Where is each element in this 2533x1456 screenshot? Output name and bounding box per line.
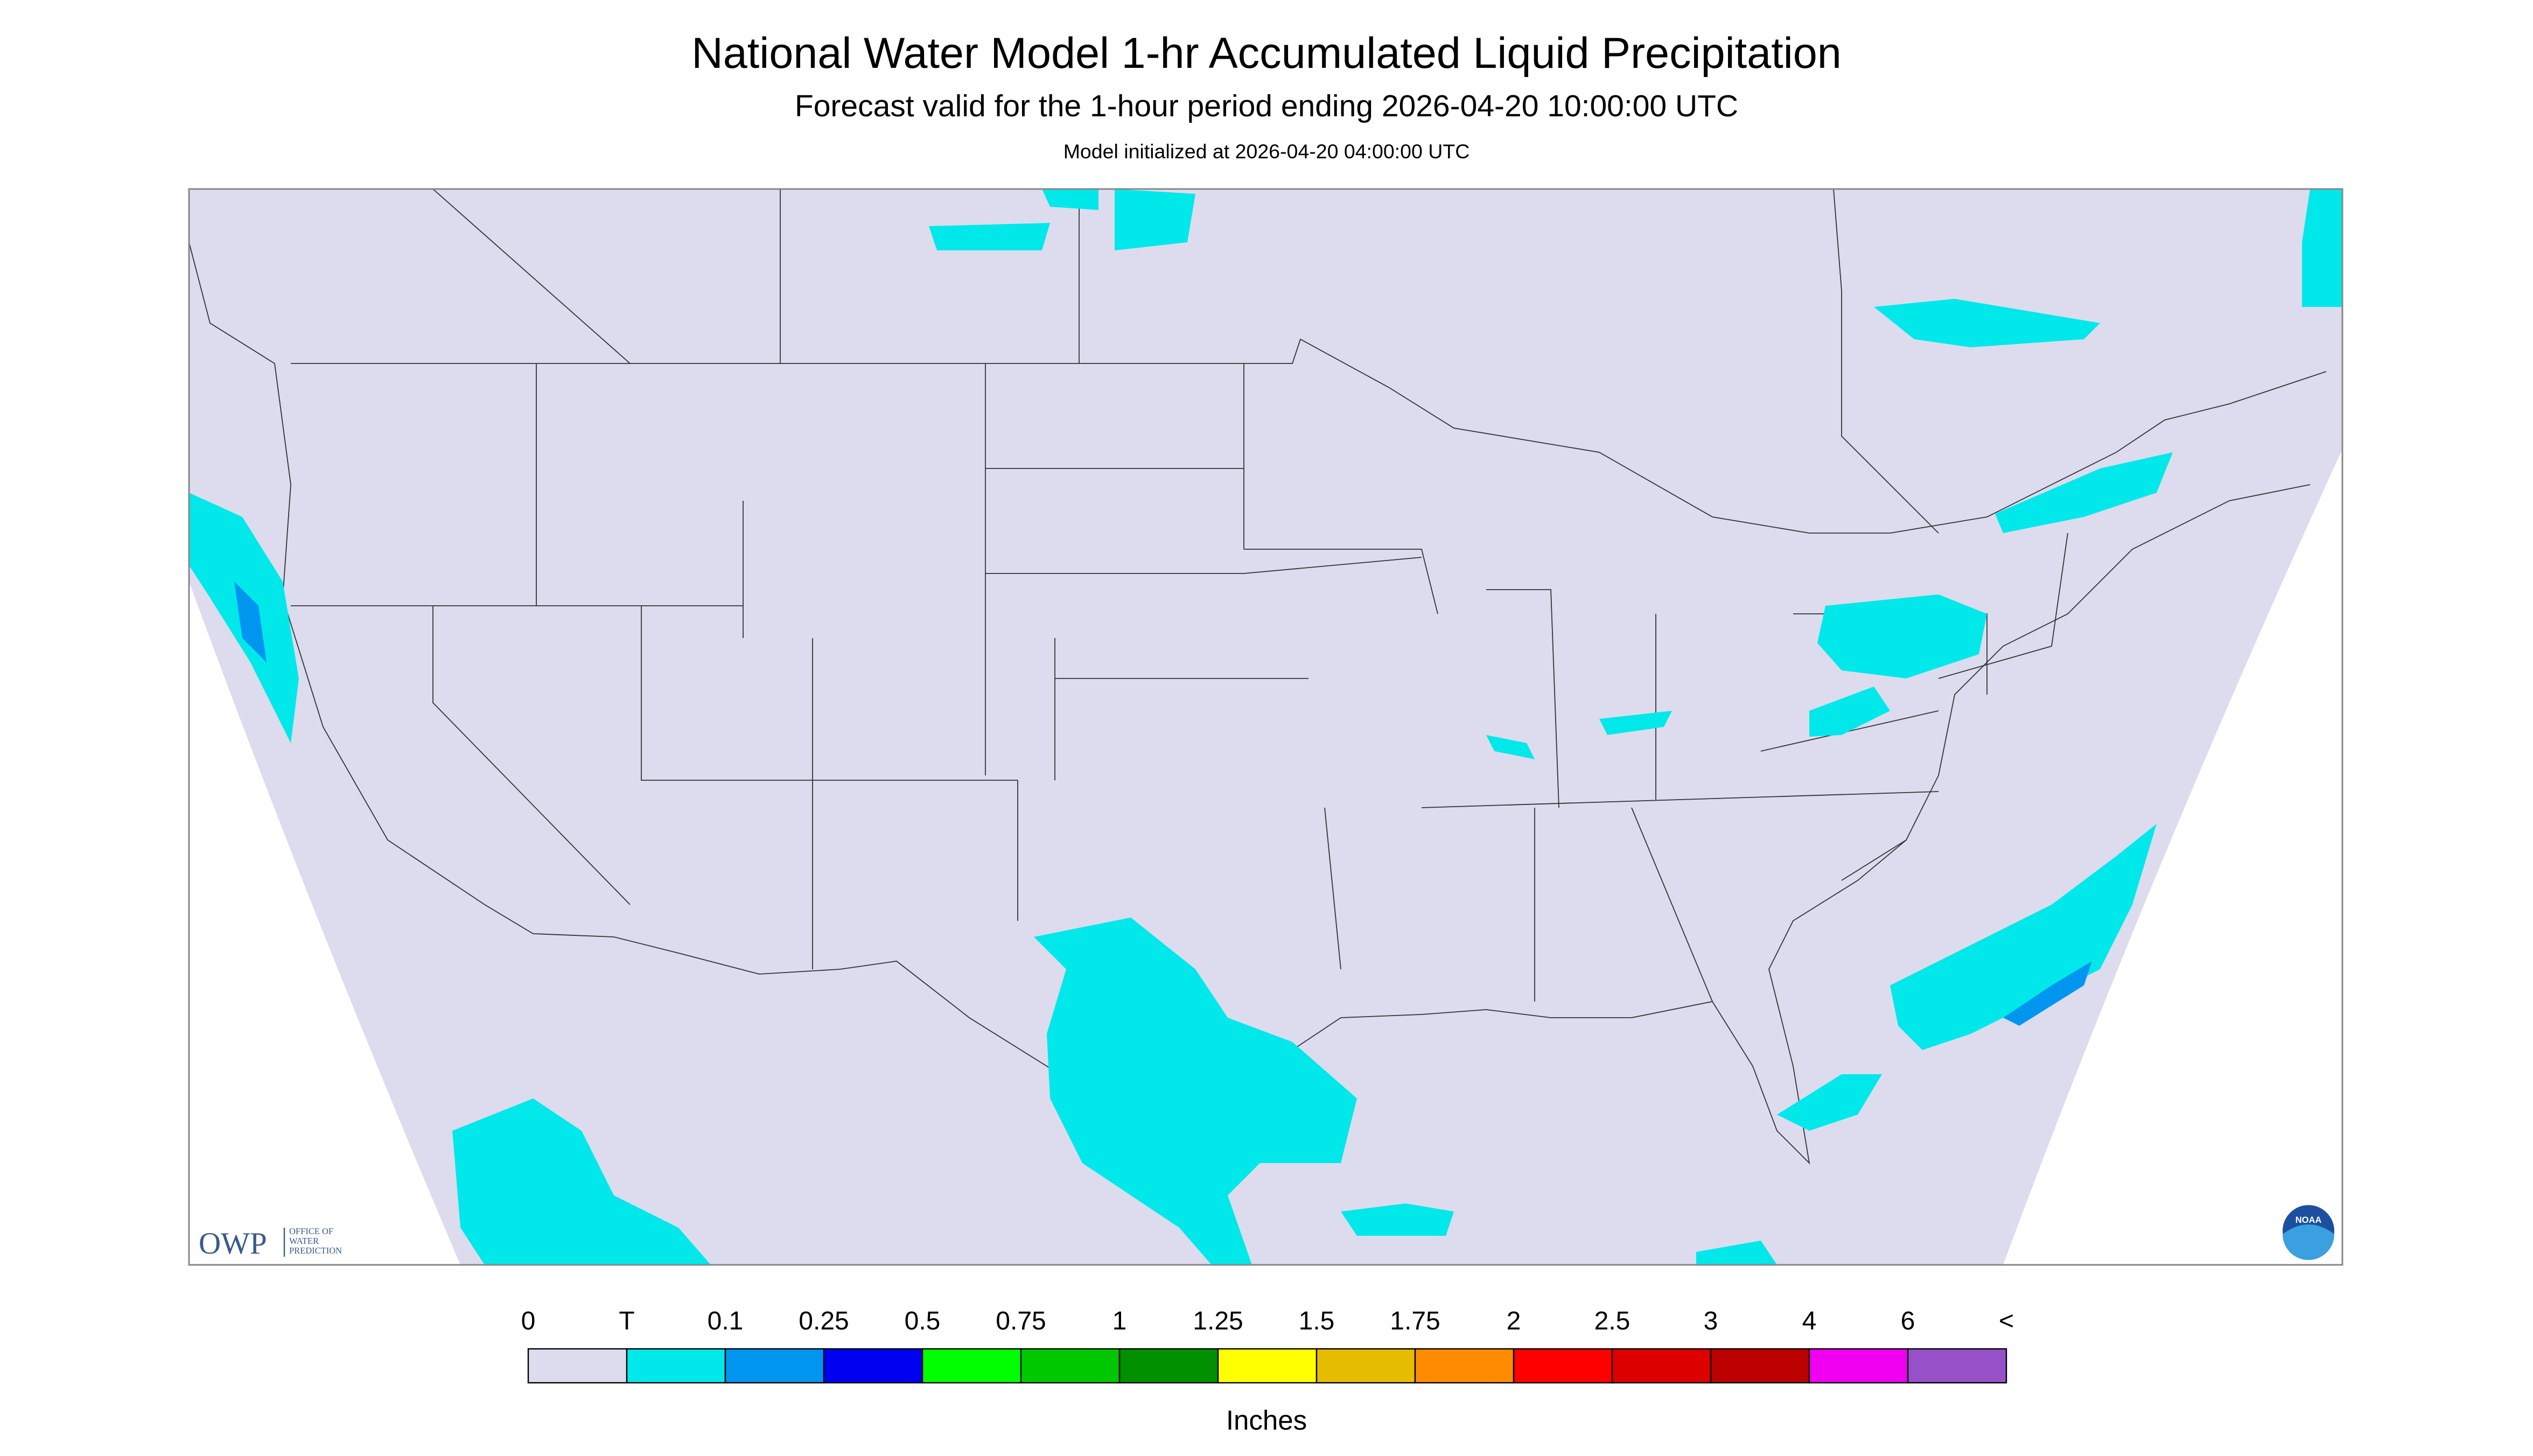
legend-swatch (626, 1348, 726, 1384)
subtitle: Forecast valid for the 1-hour period end… (795, 89, 1738, 123)
legend-label: 0.5 (905, 1307, 941, 1335)
legend-swatch (1907, 1348, 2007, 1384)
noaa-logo-text: NOAA (2296, 1215, 2322, 1225)
owp-logo-sub: WATER (289, 1236, 319, 1246)
legend-swatch (527, 1348, 628, 1384)
legend-label: 1 (1112, 1307, 1127, 1335)
legend-swatch (1414, 1348, 1515, 1384)
legend-units: Inches (1226, 1405, 1307, 1436)
precipitation (189, 189, 2342, 1265)
legend-label: 0.1 (708, 1307, 744, 1335)
legend-label: T (619, 1307, 634, 1335)
legend-swatch (1118, 1348, 1219, 1384)
legend-swatch (921, 1348, 1022, 1384)
model-domain (189, 189, 2342, 1265)
legend-label: 1.75 (1390, 1307, 1440, 1335)
legend-swatch (823, 1348, 923, 1384)
legend-label: 3 (1704, 1307, 1718, 1335)
legend-label: 2 (1507, 1307, 1521, 1335)
legend-label: 1.5 (1299, 1307, 1335, 1335)
owp-logo-sub: PREDICTION (289, 1245, 342, 1256)
boundaries (188, 188, 2327, 1165)
legend-swatch (1316, 1348, 1416, 1384)
legend-swatch (1020, 1348, 1121, 1384)
owp-logo-sub: OFFICE OF (289, 1226, 333, 1236)
legend-label: 2.5 (1594, 1307, 1631, 1335)
legend-swatch (1611, 1348, 1712, 1384)
legend-label: 6 (1901, 1307, 1915, 1335)
map: OWP OFFICE OF WATER PREDICTION NOAA (188, 188, 2343, 1266)
owp-logo-text: OWP (199, 1227, 267, 1261)
legend-label: 1.25 (1193, 1307, 1243, 1335)
init-time: Model initialized at 2026-04-20 04:00:00… (1063, 140, 1470, 163)
legend-label: 0.25 (799, 1307, 849, 1335)
title: National Water Model 1-hr Accumulated Li… (691, 29, 1842, 78)
legend-swatch (724, 1348, 825, 1384)
legend-label: < (1999, 1307, 2014, 1335)
legend: Inches 0 T 0.1 0.25 0.5 0.75 1 1.25 1.5 1.75 2 2.5 3… (521, 1307, 2014, 1436)
legend-swatch (1808, 1348, 1909, 1384)
legend-swatch (1710, 1348, 1810, 1384)
noaa-logo: NOAA (2283, 1205, 2334, 1261)
owp-logo: OWP OFFICE OF WATER PREDICTION (199, 1226, 342, 1261)
legend-label: 4 (1802, 1307, 1817, 1335)
map-frame (188, 188, 2343, 1266)
legend-label: 0 (521, 1307, 536, 1335)
legend-swatch (1217, 1348, 1318, 1384)
legend-label: 0.75 (996, 1307, 1046, 1335)
legend-swatch (1513, 1348, 1613, 1384)
